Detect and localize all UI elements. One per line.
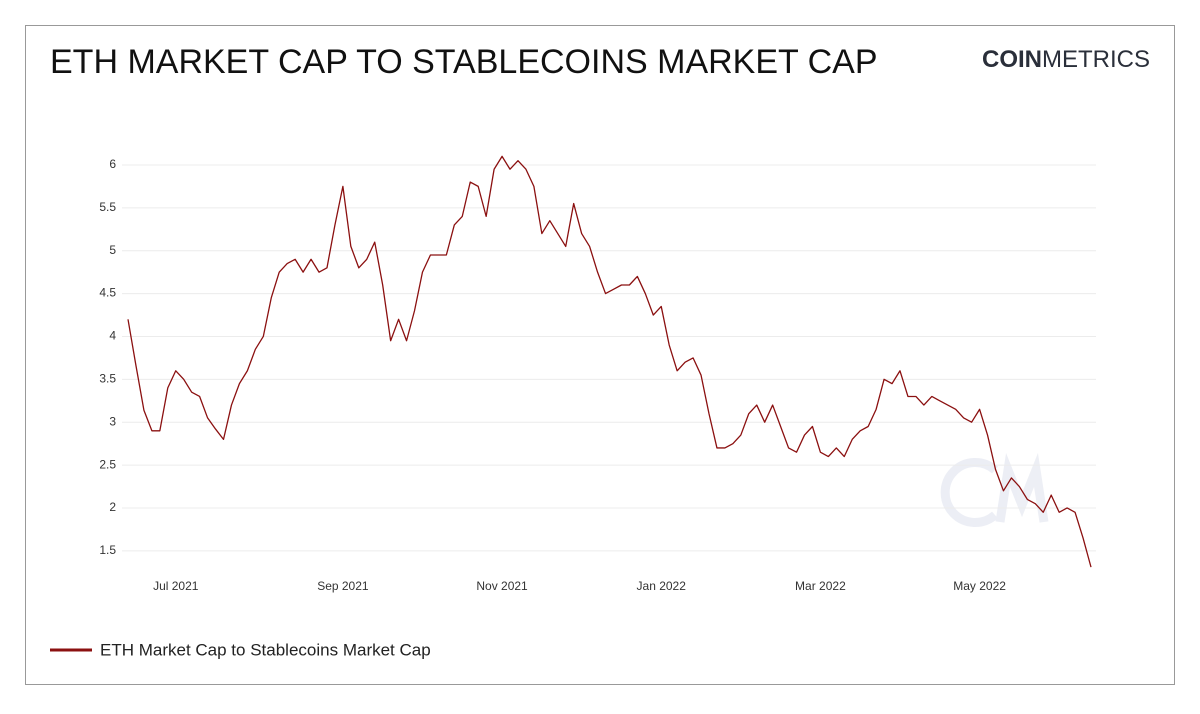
logo-light: METRICS: [1042, 46, 1150, 73]
y-tick-label: 1.5: [99, 543, 116, 557]
y-tick-label: 3.5: [99, 372, 116, 386]
y-tick-label: 2.5: [99, 457, 116, 471]
x-tick-label: Jan 2022: [637, 579, 687, 593]
y-tick-label: 3: [109, 414, 116, 428]
x-tick-label: Sep 2021: [317, 579, 369, 593]
x-tick-label: Mar 2022: [795, 579, 846, 593]
frame: [25, 25, 1175, 685]
y-tick-label: 6: [109, 157, 116, 171]
y-tick-label: 4.5: [99, 286, 116, 300]
x-tick-label: Nov 2021: [476, 579, 528, 593]
legend-label: ETH Market Cap to Stablecoins Market Cap: [100, 640, 431, 659]
y-tick-label: 5.5: [99, 200, 116, 214]
logo: COINMETRICS: [982, 46, 1150, 73]
y-tick-label: 5: [109, 243, 116, 257]
y-tick-label: 2: [109, 500, 116, 514]
x-tick-label: Jul 2021: [153, 579, 199, 593]
x-tick-label: May 2022: [953, 579, 1006, 593]
data-line: [127, 155, 1092, 568]
y-tick-label: 4: [109, 329, 116, 343]
logo-bold: COIN: [982, 46, 1042, 73]
chart-title: ETH MARKET CAP TO STABLECOINS MARKET CAP: [50, 43, 878, 81]
